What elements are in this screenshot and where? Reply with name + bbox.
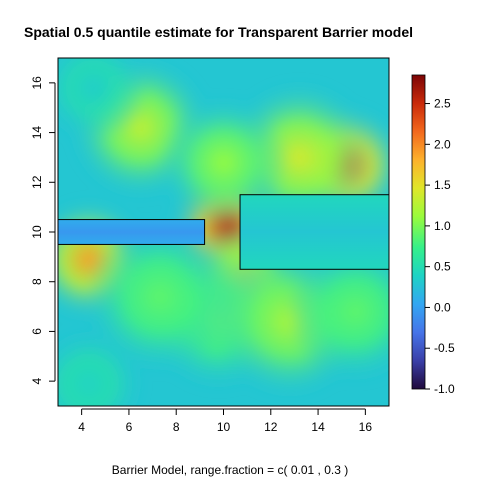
plot-frame: [57, 57, 390, 407]
x-tick-label: 10: [217, 420, 231, 434]
colorbar-tick-label: 0.5: [434, 260, 451, 274]
barrier-fill: [240, 194, 389, 270]
y-tick-label: 10: [30, 225, 44, 239]
barrier-fill: [58, 219, 205, 245]
heatmap-hotspot: [58, 58, 148, 143]
y-tick-label: 4: [30, 377, 44, 384]
y-tick-label: 16: [30, 76, 44, 90]
colorbar-tick-label: 0.0: [434, 300, 451, 314]
colorbar: -1.0 -0.5 0.0 0.5 1.0 1.5 2.0 2.5: [411, 74, 455, 396]
y-axis: 4 6 8 10 12 14 16: [30, 76, 56, 384]
x-axis-label: Barrier Model, range.fraction = c( 0.01 …: [112, 463, 348, 477]
chart-title: Spatial 0.5 quantile estimate for Transp…: [24, 24, 413, 40]
colorbar-tick-label: -0.5: [434, 341, 455, 355]
colorbar-tick-label: -1.0: [434, 382, 455, 396]
colorbar-tick-label: 2.0: [434, 137, 451, 151]
heatmap-hotspot: [83, 220, 236, 373]
heatmap-hotspot: [285, 240, 389, 383]
x-tick-label: 6: [126, 420, 133, 434]
y-tick-label: 6: [30, 328, 44, 335]
heatmap-hotspot: [58, 329, 144, 406]
barrier-outline: [58, 219, 206, 245]
colorbar-gradient: [411, 74, 426, 390]
x-tick-label: 16: [359, 420, 373, 434]
colorbar-tick-label: 1.5: [434, 178, 451, 192]
colorbar-tick-label: 1.0: [434, 219, 451, 233]
y-tick-label: 8: [30, 278, 44, 285]
x-axis: 4 6 8 10 12 14 16: [78, 408, 373, 434]
x-tick-label: 12: [264, 420, 278, 434]
barrier-layer: [58, 194, 389, 270]
colorbar-tick-label: 2.5: [434, 97, 451, 111]
x-tick-label: 14: [311, 420, 325, 434]
plot-area: [58, 58, 389, 406]
x-tick-label: 4: [78, 420, 85, 434]
barrier-outline: [239, 194, 389, 270]
y-tick-label: 14: [30, 126, 44, 140]
colorbar-ticks: -1.0 -0.5 0.0 0.5 1.0 1.5 2.0 2.5: [425, 97, 455, 396]
y-tick-label: 12: [30, 175, 44, 189]
x-tick-label: 8: [173, 420, 180, 434]
